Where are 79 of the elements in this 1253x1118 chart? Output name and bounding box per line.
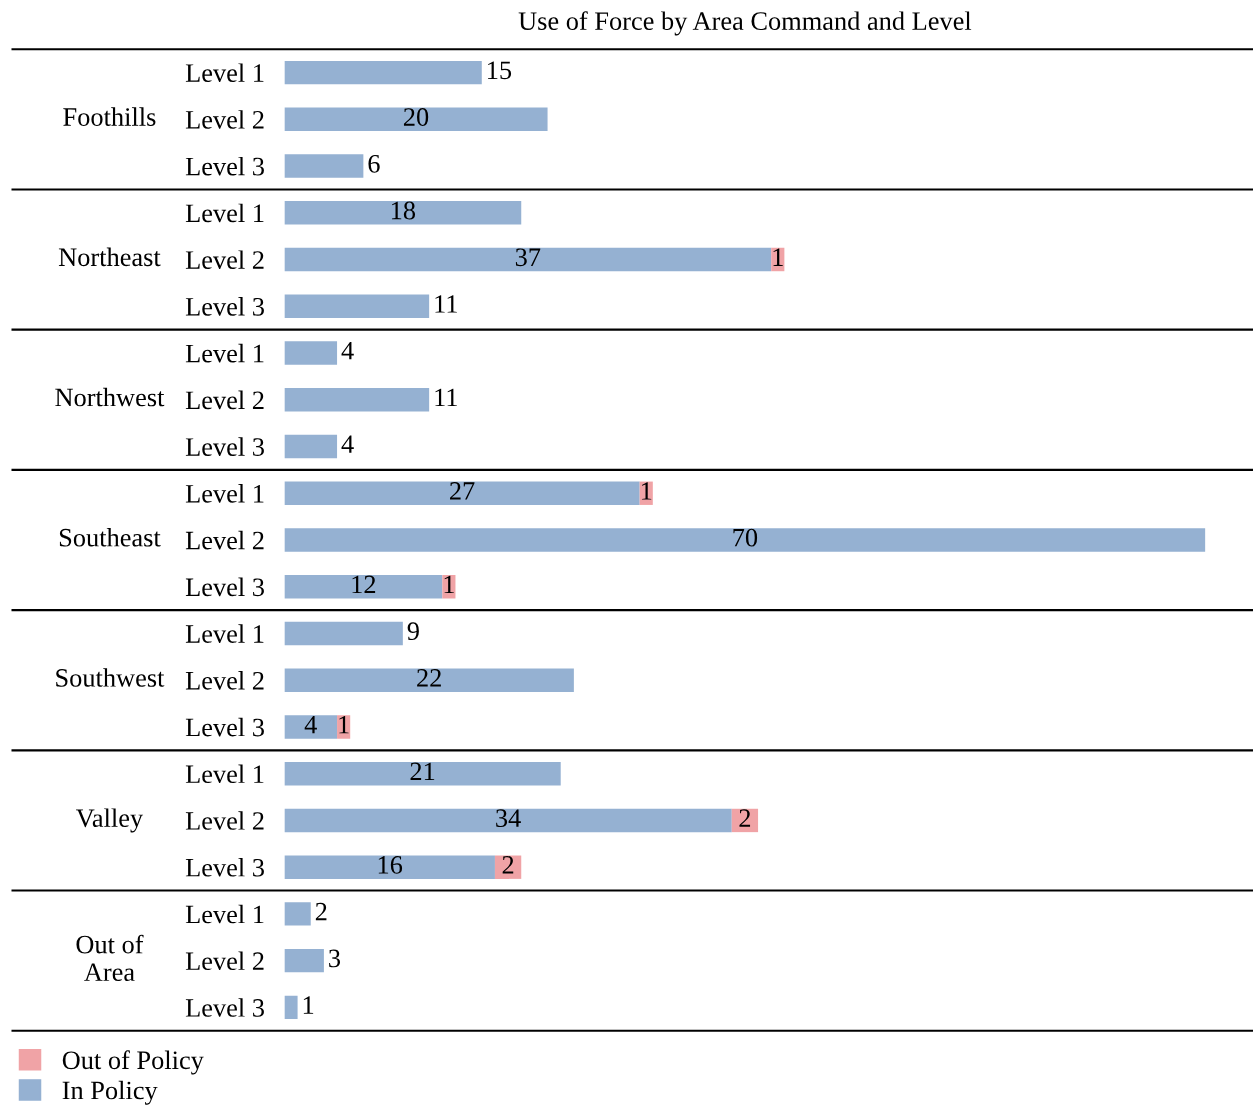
data-label: 3 xyxy=(329,949,341,968)
y-tick-label: Level 2 xyxy=(185,951,264,971)
legend-label: Out of Policy xyxy=(62,1050,204,1075)
text: Out of Area xyxy=(76,934,144,982)
data-label: 11 xyxy=(435,388,457,407)
data-label: 27 xyxy=(450,482,475,500)
bar xyxy=(284,247,772,272)
bar xyxy=(284,528,1206,552)
data-label: 37 xyxy=(515,248,541,267)
y-tick-label: Level 3 xyxy=(185,437,264,456)
y-tick-label: Level 2 xyxy=(185,530,264,550)
bar xyxy=(284,855,495,879)
y-tick-label: Level 1 xyxy=(185,484,264,503)
bar xyxy=(284,341,338,365)
text: Valley xyxy=(76,808,144,833)
data-label: 21 xyxy=(410,762,435,781)
data-label: 1 xyxy=(773,248,783,266)
data-label: 70 xyxy=(733,528,758,547)
data-label: 11 xyxy=(435,295,457,313)
data-label: 4 xyxy=(304,715,317,734)
data-label: 34 xyxy=(496,809,521,828)
y-tick-label: Level 3 xyxy=(185,717,264,737)
text: Southeast xyxy=(59,528,161,547)
data-label: 22 xyxy=(417,669,441,687)
bar xyxy=(284,575,443,599)
bar xyxy=(284,762,561,786)
bar xyxy=(284,294,430,318)
y-tick-label: Level 2 xyxy=(185,811,264,830)
data-label: 1 xyxy=(444,575,454,594)
data-label: 2 xyxy=(502,856,514,874)
y-tick-label: Level 1 xyxy=(185,624,264,643)
bar xyxy=(284,995,298,1020)
bar xyxy=(284,481,640,505)
data-label: 6 xyxy=(368,154,380,173)
y-tick-label: Level 2 xyxy=(185,671,264,690)
bar xyxy=(284,902,311,926)
bar xyxy=(284,434,338,459)
data-label: 12 xyxy=(352,575,376,594)
data-label: 4 xyxy=(341,342,354,360)
text: Southwest xyxy=(56,668,165,687)
y-tick-label: Level 1 xyxy=(185,343,264,363)
text: Foothills xyxy=(63,107,156,126)
data-label: 18 xyxy=(391,201,416,220)
bar xyxy=(284,668,574,692)
y-tick-label: Level 3 xyxy=(185,156,264,176)
bar xyxy=(284,201,522,225)
bar xyxy=(284,388,430,412)
data-label: 15 xyxy=(488,61,512,80)
bar xyxy=(284,621,403,646)
y-tick-label: Level 1 xyxy=(185,904,264,924)
y-tick-label: Level 3 xyxy=(185,998,264,1017)
text: Northeast xyxy=(58,247,161,267)
data-label: 1 xyxy=(303,996,314,1014)
y-tick-label: Level 2 xyxy=(185,110,264,129)
bar xyxy=(284,715,338,739)
bar xyxy=(284,107,548,131)
bar xyxy=(284,808,732,833)
y-tick-label: Level 1 xyxy=(185,63,264,82)
y-tick-label: Level 3 xyxy=(185,858,264,877)
data-label: 4 xyxy=(341,435,354,453)
text: Northwest xyxy=(55,387,165,407)
bar xyxy=(284,154,364,178)
data-label: 1 xyxy=(339,715,349,734)
chart-title: Use of Force by Area Command and Level xyxy=(518,11,972,36)
data-label: 1 xyxy=(641,482,652,500)
y-tick-label: Level 1 xyxy=(185,764,264,784)
y-tick-label: Level 2 xyxy=(185,250,264,269)
y-tick-label: Level 1 xyxy=(185,203,264,223)
data-label: 2 xyxy=(739,809,751,827)
bar xyxy=(284,949,324,973)
legend-label: In Policy xyxy=(62,1080,158,1105)
data-label: 16 xyxy=(378,856,403,874)
data-label: 9 xyxy=(407,622,419,641)
y-tick-label: Level 2 xyxy=(185,390,264,410)
data-label: 20 xyxy=(403,108,429,126)
bar xyxy=(284,60,482,85)
y-tick-label: Level 3 xyxy=(185,577,264,597)
y-tick-label: Level 3 xyxy=(185,297,264,316)
data-label: 2 xyxy=(315,902,327,921)
